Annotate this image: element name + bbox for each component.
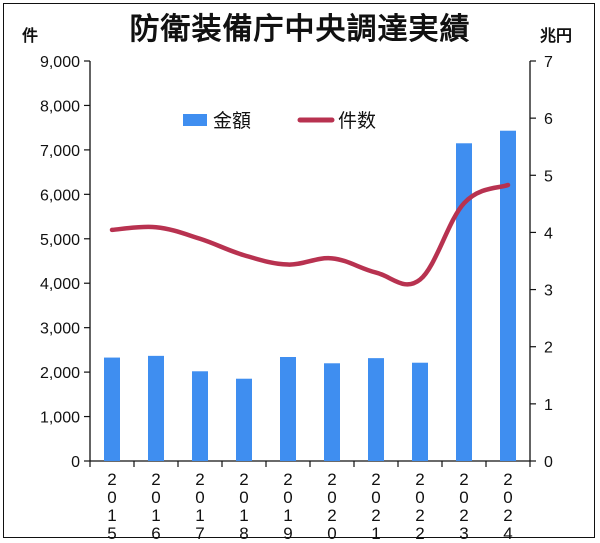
x-tick-label-2019: 0	[283, 488, 292, 507]
right-tick-label: 6	[544, 111, 553, 128]
left-tick-label: 5,000	[40, 232, 80, 249]
x-tick-label-2017: 7	[195, 524, 204, 543]
right-tick-label: 2	[544, 340, 553, 357]
x-tick-label-2015: 1	[107, 506, 116, 525]
left-tick-label: 2,000	[40, 365, 80, 382]
right-tick-label: 5	[544, 168, 553, 185]
left-tick-label: 4,000	[40, 276, 80, 293]
x-tick-label-2016: 6	[151, 524, 160, 543]
left-tick-label: 3,000	[40, 321, 80, 338]
x-tick-label-2024: 4	[503, 524, 512, 543]
x-tick-label-2018: 1	[239, 506, 248, 525]
legend-swatch-bar	[183, 114, 207, 126]
x-tick-label-2022: 0	[415, 488, 424, 507]
x-tick-label-2020: 2	[327, 506, 336, 525]
right-tick-label: 4	[544, 225, 553, 242]
x-tick-label-2020: 0	[327, 488, 336, 507]
left-tick-label: 0	[71, 454, 80, 471]
x-tick-label-2023: 2	[459, 506, 468, 525]
left-tick-label: 1,000	[40, 410, 80, 427]
left-tick-label: 6,000	[40, 187, 80, 204]
x-tick-label-2016: 0	[151, 488, 160, 507]
bar-2019	[280, 357, 296, 461]
bar-2020	[324, 363, 340, 461]
right-tick-label: 3	[544, 283, 553, 300]
bar-2021	[368, 358, 384, 461]
legend-label-bar: 金額	[213, 110, 251, 132]
bar-2024	[500, 130, 516, 461]
x-tick-label-2022: 2	[415, 506, 424, 525]
left-tick-label: 8,000	[40, 98, 80, 115]
x-tick-label-2015: 2	[107, 470, 116, 489]
x-tick-label-2022: 2	[415, 470, 424, 489]
bar-2018	[236, 378, 252, 461]
left-tick-label: 7,000	[40, 143, 80, 160]
x-tick-label-2019: 9	[283, 524, 292, 543]
x-tick-label-2020: 0	[327, 524, 336, 543]
x-tick-label-2018: 0	[239, 488, 248, 507]
legend-label-line: 件数	[338, 110, 376, 132]
x-tick-label-2020: 2	[327, 470, 336, 489]
x-tick-label-2024: 0	[503, 488, 512, 507]
x-tick-label-2019: 1	[283, 506, 292, 525]
bar-2023	[456, 143, 472, 462]
x-tick-label-2015: 5	[107, 524, 116, 543]
bar-2017	[192, 371, 208, 461]
x-tick-label-2016: 1	[151, 506, 160, 525]
x-tick-label-2021: 0	[371, 488, 380, 507]
x-tick-label-2017: 0	[195, 488, 204, 507]
x-tick-label-2021: 1	[371, 524, 380, 543]
x-tick-label-2016: 2	[151, 470, 160, 489]
x-tick-label-2024: 2	[503, 470, 512, 489]
bar-2016	[148, 355, 164, 461]
x-tick-label-2022: 2	[415, 524, 424, 543]
bar-2015	[104, 357, 120, 461]
x-tick-label-2021: 2	[371, 506, 380, 525]
x-tick-label-2015: 0	[107, 488, 116, 507]
x-tick-label-2024: 2	[503, 506, 512, 525]
x-tick-label-2018: 8	[239, 524, 248, 543]
bar-2022	[412, 362, 428, 461]
x-tick-label-2023: 3	[459, 524, 468, 543]
x-tick-label-2021: 2	[371, 470, 380, 489]
x-tick-label-2017: 1	[195, 506, 204, 525]
series-line-件数	[109, 182, 511, 287]
right-tick-label: 7	[544, 54, 553, 71]
x-tick-label-2017: 2	[195, 470, 204, 489]
x-tick-label-2023: 0	[459, 488, 468, 507]
left-tick-label: 9,000	[40, 54, 80, 71]
right-tick-label: 0	[544, 454, 553, 471]
x-tick-label-2023: 2	[459, 470, 468, 489]
right-axis-unit: 兆円	[540, 26, 573, 45]
plot-area: 0 1,000 2,000 3,000 4,000 5,000 6,000 7,000 8,00…	[40, 54, 553, 543]
x-tick-label-2019: 2	[283, 470, 292, 489]
x-tick-label-2018: 2	[239, 470, 248, 489]
chart-title: 防衛装備庁中央調達実績	[129, 12, 471, 47]
right-tick-label: 1	[544, 397, 553, 414]
left-axis-unit: 件	[22, 26, 39, 45]
chart-frame	[3, 3, 595, 538]
